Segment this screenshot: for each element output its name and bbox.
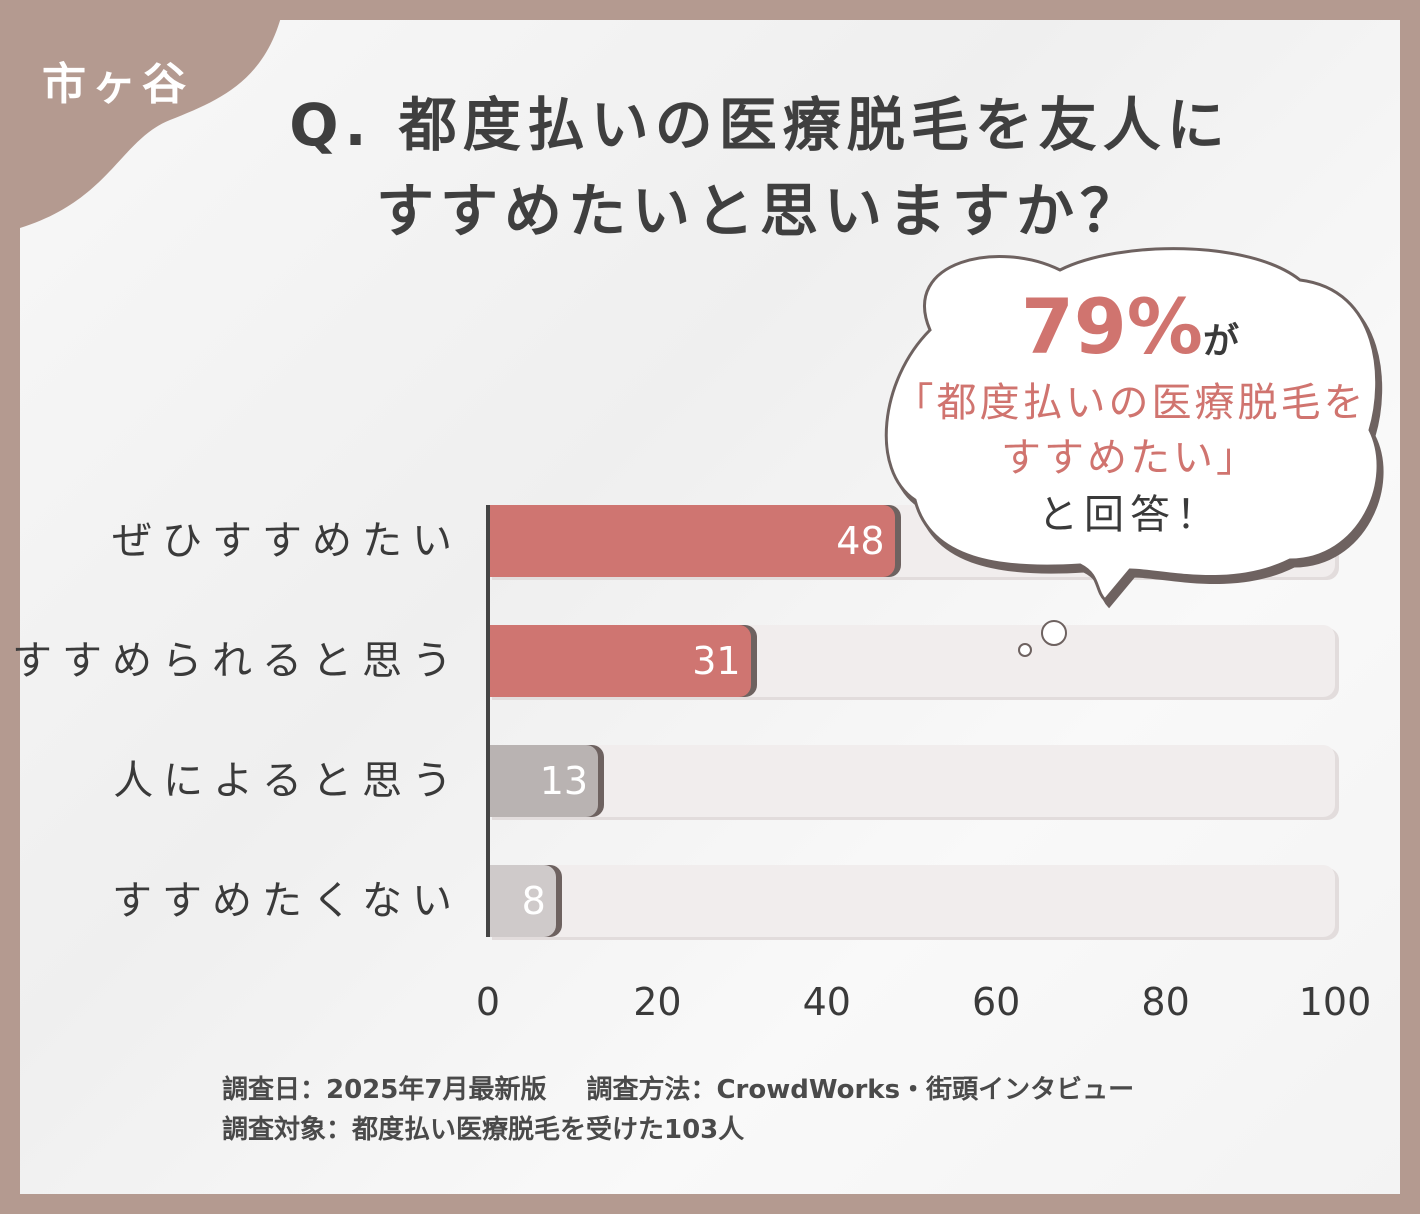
bar-value-label: 8 <box>521 879 546 923</box>
chart-card <box>20 20 1400 1194</box>
bar <box>488 865 556 937</box>
survey-target: 調査対象：都度払い医療脱毛を受けた103人 <box>222 1115 745 1145</box>
category-label: すすめたくない <box>112 878 462 924</box>
survey-date: 調査日：2025年7月最新版 <box>222 1075 547 1105</box>
x-tick-label: 100 <box>1298 980 1372 1024</box>
callout-line2: すすめたい」 <box>1001 435 1259 481</box>
corner-blob <box>0 0 285 230</box>
bar-value-label: 48 <box>836 519 885 563</box>
callout-line1: 「都度払いの医療脱毛を <box>893 380 1367 426</box>
bar <box>488 505 895 577</box>
bar-track <box>488 865 1335 937</box>
category-label: 人によると思う <box>113 758 462 804</box>
x-tick-label: 40 <box>802 980 851 1024</box>
title-line1: Q. 都度払いの医療脱毛を友人に <box>289 91 1231 159</box>
speech-bubble <box>884 247 1380 657</box>
chart-title: Q. 都度払いの医療脱毛を友人に すすめたいと思いますか？ <box>0 82 1420 254</box>
x-tick-label: 0 <box>475 980 501 1024</box>
bar-value-label: 31 <box>692 639 741 683</box>
x-tick-label: 80 <box>1141 980 1190 1024</box>
survey-method: 調査方法：CrowdWorks・街頭インタビュー <box>586 1075 1135 1105</box>
callout-suffix: が <box>1202 321 1239 362</box>
callout-line3: と回答！ <box>1038 492 1222 538</box>
category-label: ぜひすすめたい <box>112 518 462 564</box>
bar <box>488 745 599 817</box>
bar-track <box>488 745 1335 817</box>
location-tag: 市ヶ谷 <box>42 59 192 110</box>
callout-percent: 79%が <box>1021 282 1239 371</box>
category-label: すすめられると思う <box>12 638 462 684</box>
footer-notes: 調査日：2025年7月最新版 調査方法：CrowdWorks・街頭インタビュー 調… <box>222 1070 1174 1150</box>
title-line2: すすめたいと思いますか？ <box>375 177 1144 245</box>
bar <box>488 625 751 697</box>
x-tick-label: 20 <box>633 980 682 1024</box>
x-tick-label: 60 <box>972 980 1021 1024</box>
bar-value-label: 13 <box>539 759 589 803</box>
y-axis-line <box>486 505 490 937</box>
